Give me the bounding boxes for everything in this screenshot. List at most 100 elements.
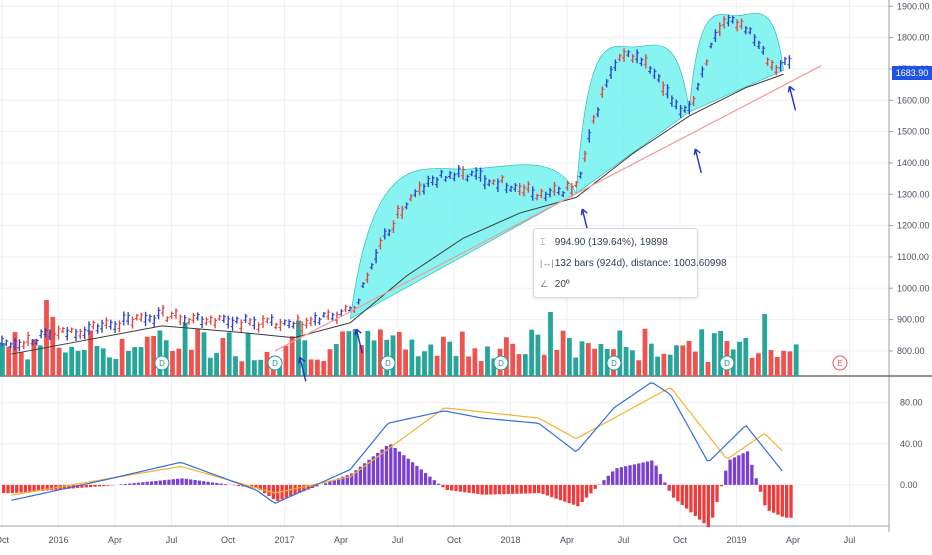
volume-bar — [687, 341, 692, 376]
volume-bar — [794, 344, 799, 376]
macd-histogram-bar — [459, 485, 462, 492]
time-tick-label: Apr — [334, 535, 348, 545]
macd-histogram-bar — [698, 485, 701, 520]
macd-histogram-bar — [641, 462, 644, 484]
volume-bar — [517, 354, 522, 376]
volume-bar — [95, 346, 100, 376]
volume-bar — [183, 323, 188, 376]
marker-label: E — [837, 359, 842, 368]
volume-bar — [460, 332, 465, 376]
macd-histogram-bar — [420, 469, 423, 484]
macd-histogram-bar — [672, 485, 675, 498]
macd-histogram-bar — [668, 485, 671, 491]
measure-tooltip: ⌶ 994.90 (139.64%), 19898 |↔| 132 bars (… — [533, 228, 698, 298]
volume-bar — [126, 351, 131, 376]
time-tick-label: Jul — [392, 535, 404, 545]
volume-bar — [372, 340, 377, 376]
macd-histogram-bar — [742, 453, 745, 485]
macd-histogram-bar — [589, 485, 592, 493]
macd-histogram-bar — [776, 485, 779, 515]
price-tick-label: 1400.00 — [897, 158, 930, 168]
time-tick-label: Apr — [108, 535, 122, 545]
macd-histogram-bar — [93, 485, 96, 487]
macd-histogram-bar — [746, 451, 749, 485]
volume-bar — [750, 358, 755, 376]
macd-histogram-bar — [407, 459, 410, 485]
volume-bar — [214, 353, 219, 376]
time-tick-label: 2017 — [274, 535, 294, 545]
volume-bar — [662, 354, 667, 376]
macd-histogram-bar — [324, 483, 327, 485]
volume-bar — [655, 357, 660, 376]
volume-bar — [69, 347, 74, 376]
macd-histogram-bar — [89, 485, 92, 487]
volume-bar — [88, 331, 93, 376]
volume-bar — [592, 349, 597, 376]
volume-bar — [403, 349, 408, 376]
macd-histogram-bar — [663, 482, 666, 484]
volume-bar — [233, 356, 238, 376]
macd-histogram-bar — [193, 480, 196, 485]
volume-bar — [573, 358, 578, 376]
marker-label: D — [611, 359, 617, 368]
macd-histogram-bar — [263, 485, 266, 493]
price-tick-label: 1200.00 — [897, 221, 930, 231]
macd-histogram-bar — [398, 452, 401, 485]
volume-bar — [548, 312, 553, 376]
macd-histogram-bar — [681, 485, 684, 505]
macd-histogram-bar — [559, 485, 562, 500]
volume-bar — [145, 337, 150, 376]
macd-histogram-bar — [763, 485, 766, 505]
volume-bar — [712, 333, 717, 376]
macd-histogram-bar — [128, 484, 131, 485]
arrow-marker — [694, 149, 701, 173]
volume-bar — [221, 338, 226, 376]
volume-bar — [693, 352, 698, 376]
time-tick-label: Jul — [166, 535, 178, 545]
volume-bar — [636, 360, 641, 376]
time-tick-label: Apr — [786, 535, 800, 545]
tooltip-row-angle: ∠ 20º — [540, 277, 570, 291]
price-tick-label: 1500.00 — [897, 127, 930, 137]
macd-histogram-bar — [515, 485, 518, 494]
macd-histogram-bar — [185, 479, 188, 485]
macd-histogram-bar — [620, 467, 623, 485]
volume-bar — [391, 335, 396, 376]
volume-bar — [239, 361, 244, 376]
volume-bar — [258, 360, 263, 376]
macd-histogram-bar — [711, 485, 714, 518]
marker-label: D — [498, 359, 504, 368]
marker-label: D — [272, 359, 278, 368]
macd-histogram-bar — [102, 485, 105, 486]
volume-bar — [195, 329, 200, 376]
macd-histogram-bar — [476, 485, 479, 494]
macd-histogram-bar — [737, 455, 740, 485]
volume-bar — [252, 360, 257, 376]
volume-bar — [510, 344, 515, 376]
macd-histogram-bar — [498, 485, 501, 494]
volume-bar — [422, 351, 427, 376]
macd-histogram-bar — [481, 485, 484, 495]
macd-histogram-bar — [637, 463, 640, 484]
macd-histogram-bar — [537, 485, 540, 493]
tooltip-angle-text: 20º — [555, 279, 570, 290]
volume-bar — [529, 330, 534, 376]
macd-histogram-bar — [533, 485, 536, 493]
macd-histogram-bar — [32, 485, 35, 492]
time-tick-label: Oct — [447, 535, 462, 545]
macd-histogram-bar — [163, 480, 166, 485]
marker-label: D — [385, 359, 391, 368]
volume-bar — [170, 351, 175, 376]
volume-bar — [781, 351, 786, 376]
volume-bar — [788, 351, 793, 376]
macd-histogram-bar — [106, 485, 109, 486]
macd-histogram-bar — [224, 484, 227, 485]
macd-histogram-bar — [524, 485, 527, 494]
volume-bar — [107, 357, 112, 376]
macd-histogram-bar — [585, 485, 588, 498]
macd-histogram-bar — [615, 468, 618, 485]
macd-histogram-bar — [772, 485, 775, 513]
macd-histogram-bar — [489, 485, 492, 495]
